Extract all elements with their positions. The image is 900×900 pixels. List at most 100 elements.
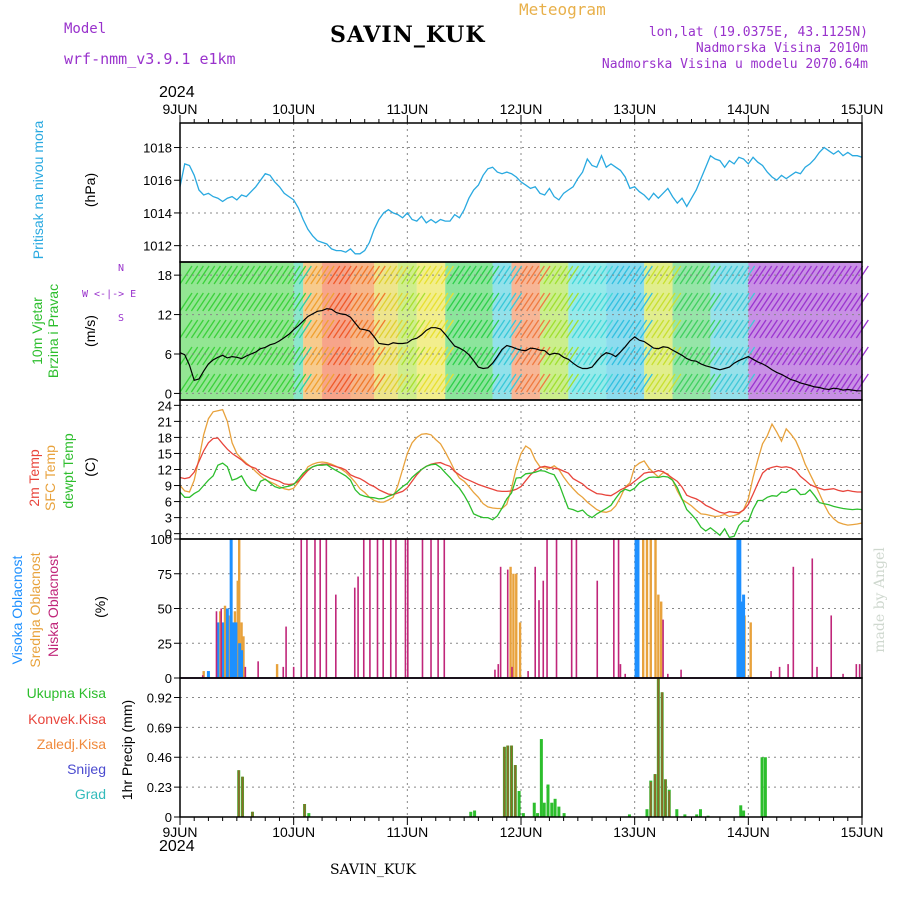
wind-barb xyxy=(651,319,665,339)
wind-barb xyxy=(509,319,523,339)
cloud-mid-bar xyxy=(512,573,515,678)
wind-barb xyxy=(662,265,676,285)
wind-barb xyxy=(378,346,392,366)
wind-barb xyxy=(520,265,534,285)
wind-barb xyxy=(344,292,358,312)
wind-barb xyxy=(611,292,625,312)
wind-barb xyxy=(355,292,369,312)
wind-barb xyxy=(787,319,801,339)
wind-barb xyxy=(565,319,580,339)
day-label-top: 10JUN xyxy=(272,101,315,117)
wind-barb xyxy=(634,265,648,285)
wind-barb xyxy=(628,292,642,312)
wind-barb xyxy=(298,346,312,366)
wind-barb xyxy=(497,346,511,366)
wind-barb xyxy=(219,346,233,366)
wind-barb xyxy=(543,373,557,393)
wind-barb xyxy=(384,319,398,339)
wind-barb xyxy=(457,319,472,339)
wind-barb xyxy=(560,265,574,285)
wind-barb xyxy=(190,346,204,366)
cloud-low-bar xyxy=(300,539,303,678)
wind-barb xyxy=(617,265,631,285)
wind-barb xyxy=(463,292,477,312)
wind-barb xyxy=(582,373,597,393)
cloud-mid-bar xyxy=(657,594,660,678)
wind-barb xyxy=(457,265,472,285)
day-label-bottom: 9JUN xyxy=(162,824,197,840)
wind-field-band xyxy=(672,262,711,400)
wind-barb xyxy=(662,292,676,312)
cloud-high-bar xyxy=(225,608,229,678)
wind-barb xyxy=(259,292,273,312)
wind-barb xyxy=(622,319,636,339)
wind-barb xyxy=(213,373,227,393)
wind-barb xyxy=(332,265,346,285)
wind-barb xyxy=(429,373,443,393)
wind-barb xyxy=(446,346,460,366)
cloud-low-bar xyxy=(443,539,446,678)
wind-barb xyxy=(565,373,580,393)
wind-barb xyxy=(565,292,580,312)
wind-ytick-label: 0 xyxy=(165,386,172,401)
wind-barb xyxy=(401,346,415,366)
wind-barb xyxy=(378,292,392,312)
wind-barb xyxy=(440,292,454,312)
wind-barb xyxy=(202,265,216,285)
day-label-bottom: 10JUN xyxy=(272,824,315,840)
wind-barb xyxy=(810,292,824,312)
wind-barb xyxy=(639,373,653,393)
precip-total-bar xyxy=(675,809,679,817)
wind-barb xyxy=(776,319,790,339)
wind-barb xyxy=(503,292,517,312)
cloud-mid-bar xyxy=(518,622,522,678)
pressure-panel-frame xyxy=(179,122,863,263)
wind-barb xyxy=(213,319,227,339)
wind-barb xyxy=(759,373,773,393)
wind-barb xyxy=(503,319,517,339)
wind-barb xyxy=(594,373,608,393)
wind-barb xyxy=(287,292,301,312)
cloud-low-bar xyxy=(534,566,537,678)
wind-barb xyxy=(372,346,386,366)
wind-barb xyxy=(588,319,602,339)
wind-barb xyxy=(668,292,682,312)
wind-barb xyxy=(367,292,381,312)
wind-barb xyxy=(423,319,437,339)
cloud-low-bar xyxy=(362,539,365,678)
wind-barb xyxy=(236,373,250,393)
wind-barb xyxy=(247,265,261,285)
wind-barb xyxy=(560,373,574,393)
cloud-high-bar xyxy=(742,594,746,678)
cloud-low-bar xyxy=(830,615,833,678)
legend-convective-rain: Konvek.Kisa xyxy=(28,711,106,727)
precip-total-bar xyxy=(546,784,550,817)
cloud-low-bar xyxy=(770,671,772,678)
precip-convective-bar xyxy=(506,745,509,817)
wind-barb xyxy=(327,292,341,312)
wind-barb xyxy=(611,265,625,285)
wind-barb xyxy=(230,346,244,366)
wind-barb xyxy=(423,346,437,366)
wind-barb xyxy=(236,292,250,312)
wind-barb xyxy=(651,373,665,393)
wind-barb xyxy=(798,292,813,312)
cloud-low-bar xyxy=(421,539,424,678)
cloud-mid-bar xyxy=(659,601,663,678)
wind-barb xyxy=(435,373,449,393)
precip-convective-bar xyxy=(514,765,517,817)
wind-barb xyxy=(543,265,557,285)
cloud-low-bar xyxy=(617,539,620,678)
wind-barb xyxy=(412,319,426,339)
wind-barb xyxy=(514,292,528,312)
wind-barb xyxy=(259,319,273,339)
year-bottom: 2024 xyxy=(159,838,195,855)
wind-barb xyxy=(833,319,847,339)
wind-barb xyxy=(747,346,761,366)
wind-barb xyxy=(236,319,250,339)
cloud-mid-bar xyxy=(238,539,241,678)
wind-barb xyxy=(406,265,420,285)
wind-barb xyxy=(241,373,256,393)
wind-barb xyxy=(207,292,221,312)
pressure-line xyxy=(179,146,863,255)
